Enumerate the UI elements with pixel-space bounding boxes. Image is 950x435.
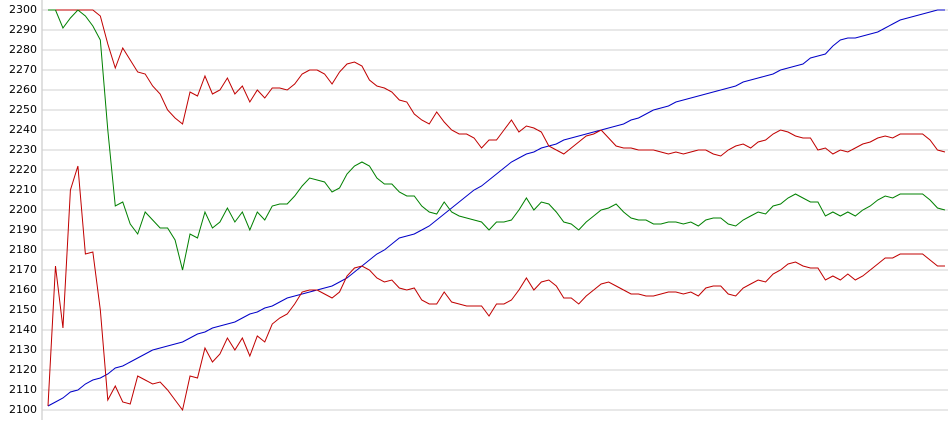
line-series [48,9,946,157]
y-tick-label: 2270 [9,63,37,76]
y-tick-label: 2280 [9,43,37,56]
y-tick-label: 2160 [9,283,37,296]
y-tick-label: 2130 [9,343,37,356]
y-tick-label: 2190 [9,223,37,236]
y-tick-label: 2100 [9,403,37,416]
y-tick-label: 2210 [9,183,37,196]
y-tick-label: 2220 [9,163,37,176]
y-tick-label: 2290 [9,23,37,36]
line-series [48,9,946,271]
y-tick-label: 2150 [9,303,37,316]
y-tick-label: 2230 [9,143,37,156]
y-tick-label: 2120 [9,363,37,376]
y-tick-label: 2170 [9,263,37,276]
y-tick-label: 2240 [9,123,37,136]
y-tick-label: 2180 [9,243,37,256]
y-tick-label: 2200 [9,203,37,216]
line-series [47,9,945,407]
y-tick-label: 2260 [9,83,37,96]
y-tick-label: 2300 [9,3,37,16]
line-series [47,165,945,412]
y-tick-label: 2110 [9,383,37,396]
y-tick-label: 2250 [9,103,37,116]
y-tick-label: 2140 [9,323,37,336]
